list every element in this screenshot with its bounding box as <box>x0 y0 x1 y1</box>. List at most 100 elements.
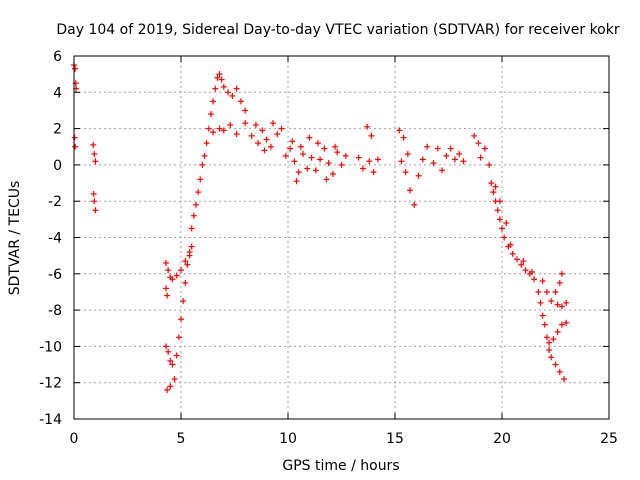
data-point <box>402 169 409 176</box>
data-point <box>91 198 98 205</box>
data-point <box>214 74 221 81</box>
data-point <box>182 258 189 265</box>
data-point <box>415 172 422 179</box>
data-point <box>188 243 195 250</box>
data-point <box>248 132 255 139</box>
data-point <box>233 85 240 92</box>
data-point <box>90 190 97 197</box>
x-tick-label: 15 <box>386 431 404 447</box>
y-axis-ticks: -14 -12 -10 -8 -6 -4 -2 0 2 4 6 <box>39 49 609 428</box>
data-point <box>355 154 362 161</box>
data-point <box>522 267 529 274</box>
data-point <box>548 354 555 361</box>
data-point <box>488 180 495 187</box>
data-point <box>192 201 199 208</box>
data-point <box>451 156 458 163</box>
data-point <box>220 127 227 134</box>
data-point <box>323 176 330 183</box>
data-point <box>312 167 319 174</box>
data-point <box>308 154 315 161</box>
data-point <box>216 125 223 132</box>
data-point <box>164 292 171 299</box>
data-point <box>220 83 227 90</box>
data-point <box>186 249 193 256</box>
data-point <box>563 299 570 306</box>
data-point <box>167 383 174 390</box>
x-axis-label: GPS time / hours <box>282 458 399 474</box>
data-point <box>439 167 446 174</box>
data-point <box>447 145 454 152</box>
data-point <box>531 276 538 283</box>
data-point <box>72 65 79 72</box>
data-point <box>430 160 437 167</box>
data-point <box>173 352 180 359</box>
data-point <box>92 158 99 165</box>
data-point <box>278 125 285 132</box>
data-point <box>443 152 450 159</box>
data-point <box>163 259 170 266</box>
data-point <box>552 288 559 295</box>
data-point <box>207 111 214 118</box>
data-point <box>509 250 516 257</box>
data-point <box>199 161 206 168</box>
y-tick-label: -14 <box>39 412 62 428</box>
data-point <box>205 125 212 132</box>
data-point <box>163 285 170 292</box>
data-point <box>71 134 78 141</box>
y-tick-label: -12 <box>39 376 62 392</box>
data-point <box>233 131 240 138</box>
data-point <box>295 169 302 176</box>
data-point <box>252 121 259 128</box>
data-point <box>314 140 321 147</box>
y-tick-label: 6 <box>53 49 62 65</box>
data-point <box>374 156 381 163</box>
data-point <box>210 129 217 136</box>
data-point <box>325 160 332 167</box>
data-point <box>297 143 304 150</box>
data-point <box>169 276 176 283</box>
data-point <box>242 107 249 114</box>
data-point <box>289 138 296 145</box>
data-point <box>184 261 191 268</box>
data-point <box>561 376 568 383</box>
data-point <box>460 158 467 165</box>
data-point <box>400 134 407 141</box>
x-tick-label: 25 <box>600 431 618 447</box>
data-point <box>477 154 484 161</box>
data-point <box>304 165 311 172</box>
data-point <box>539 278 546 285</box>
y-tick-label: -8 <box>48 303 62 319</box>
data-point <box>342 152 349 159</box>
data-point <box>507 241 514 248</box>
data-point <box>368 132 375 139</box>
data-point <box>293 178 300 185</box>
data-point <box>270 120 277 127</box>
data-point <box>496 216 503 223</box>
data-point <box>282 152 289 159</box>
data-point <box>364 123 371 130</box>
data-point <box>242 120 249 127</box>
data-point <box>558 303 565 310</box>
y-tick-label: -2 <box>48 194 62 210</box>
data-point <box>255 140 262 147</box>
data-point <box>203 140 210 147</box>
data-point <box>218 76 225 83</box>
data-point <box>398 158 405 165</box>
x-axis-ticks: 0 5 10 15 20 25 <box>70 56 618 447</box>
data-point <box>537 299 544 306</box>
data-point <box>419 156 426 163</box>
data-point <box>261 147 268 154</box>
data-point <box>72 143 79 150</box>
data-point <box>396 127 403 134</box>
data-point <box>175 334 182 341</box>
y-tick-label: -10 <box>39 339 62 355</box>
data-point <box>558 321 565 328</box>
x-tick-label: 5 <box>177 431 186 447</box>
data-point <box>556 368 563 375</box>
data-point <box>332 143 339 150</box>
data-point <box>370 169 377 176</box>
data-point <box>210 98 217 105</box>
data-point <box>501 234 508 241</box>
data-point <box>259 127 266 134</box>
